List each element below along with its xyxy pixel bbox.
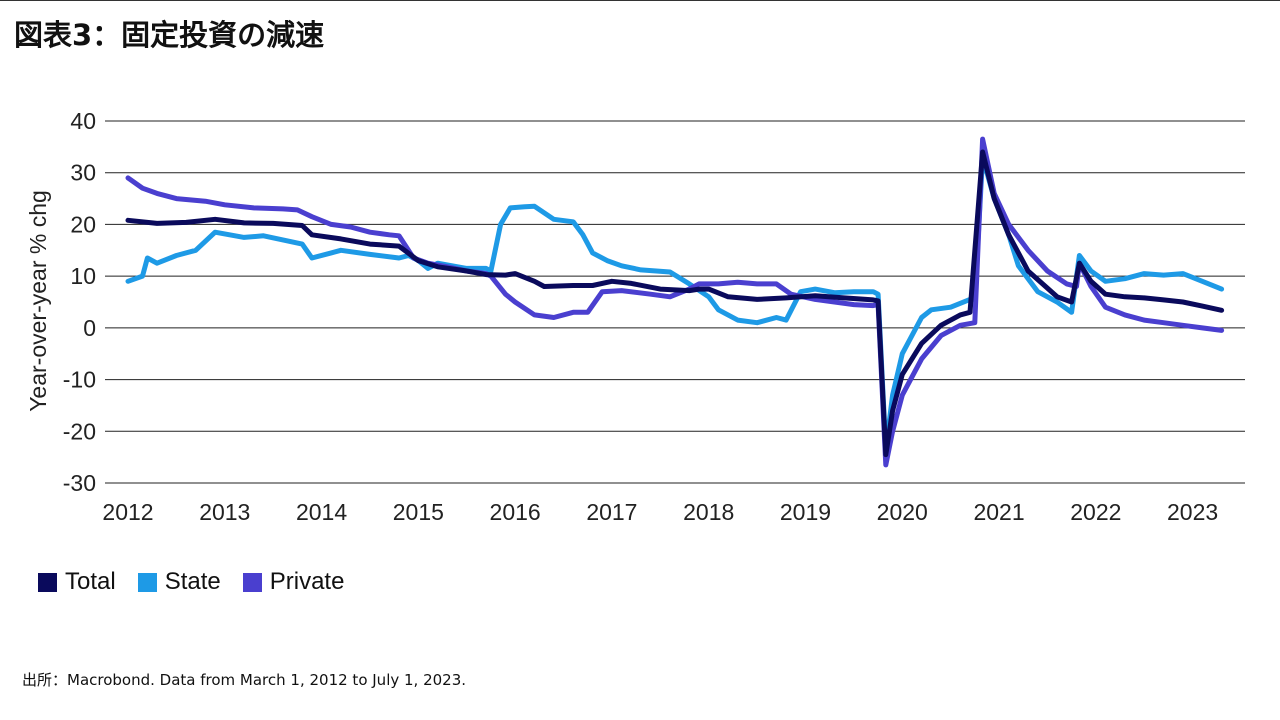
x-tick-label: 2013 (199, 499, 250, 525)
x-tick-label: 2015 (393, 499, 444, 525)
legend-swatch (38, 572, 57, 592)
x-tick-label: 2016 (490, 499, 541, 525)
legend-item-total: Total (38, 568, 116, 596)
y-tick-label: 0 (83, 315, 96, 341)
x-tick-label: 2014 (296, 499, 347, 525)
chart-series (125, 136, 1225, 468)
series-line-private (125, 136, 1225, 468)
y-tick-label: -10 (63, 367, 96, 393)
x-tick-label: 2023 (1167, 499, 1218, 525)
x-tick-label: 2017 (586, 499, 637, 525)
series-line-total (125, 149, 1225, 458)
legend-label: State (164, 568, 221, 595)
x-tick-label: 2020 (877, 499, 928, 525)
y-tick-label: 40 (70, 108, 96, 134)
source-note: 出所：Macrobond. Data from March 1, 2012 to… (22, 671, 467, 689)
legend-swatch (137, 572, 157, 592)
legend-item-private: Private (242, 568, 345, 596)
chart-legend: Total State Private (38, 568, 344, 596)
x-tick-label: 2022 (1070, 499, 1121, 525)
series-line-state (125, 154, 1225, 452)
legend-label: Private (269, 568, 345, 595)
x-tick-label: 2021 (973, 499, 1024, 525)
legend-item-state: State (137, 568, 221, 596)
page-title: 図表3：固定投資の減速 (14, 18, 325, 52)
y-axis-label: Year-over-year % chg (25, 190, 51, 412)
legend-label: Total (65, 568, 116, 595)
y-axis-ticks: 40 30 20 10 0 -10 -20 -30 (63, 108, 96, 496)
x-axis-ticks: 2012 2013 2014 2015 2016 2017 2018 2019 2020 2021… (102, 499, 1218, 525)
top-rule (0, 0, 1280, 1)
x-tick-label: 2012 (102, 499, 153, 525)
y-tick-label: 30 (70, 160, 96, 186)
y-tick-label: 20 (70, 211, 96, 237)
legend-swatch (242, 572, 262, 592)
y-tick-label: -30 (63, 470, 96, 496)
y-tick-label: 10 (70, 263, 96, 289)
y-tick-label: -20 (63, 418, 96, 444)
x-tick-label: 2018 (683, 499, 734, 525)
x-tick-label: 2019 (780, 499, 831, 525)
